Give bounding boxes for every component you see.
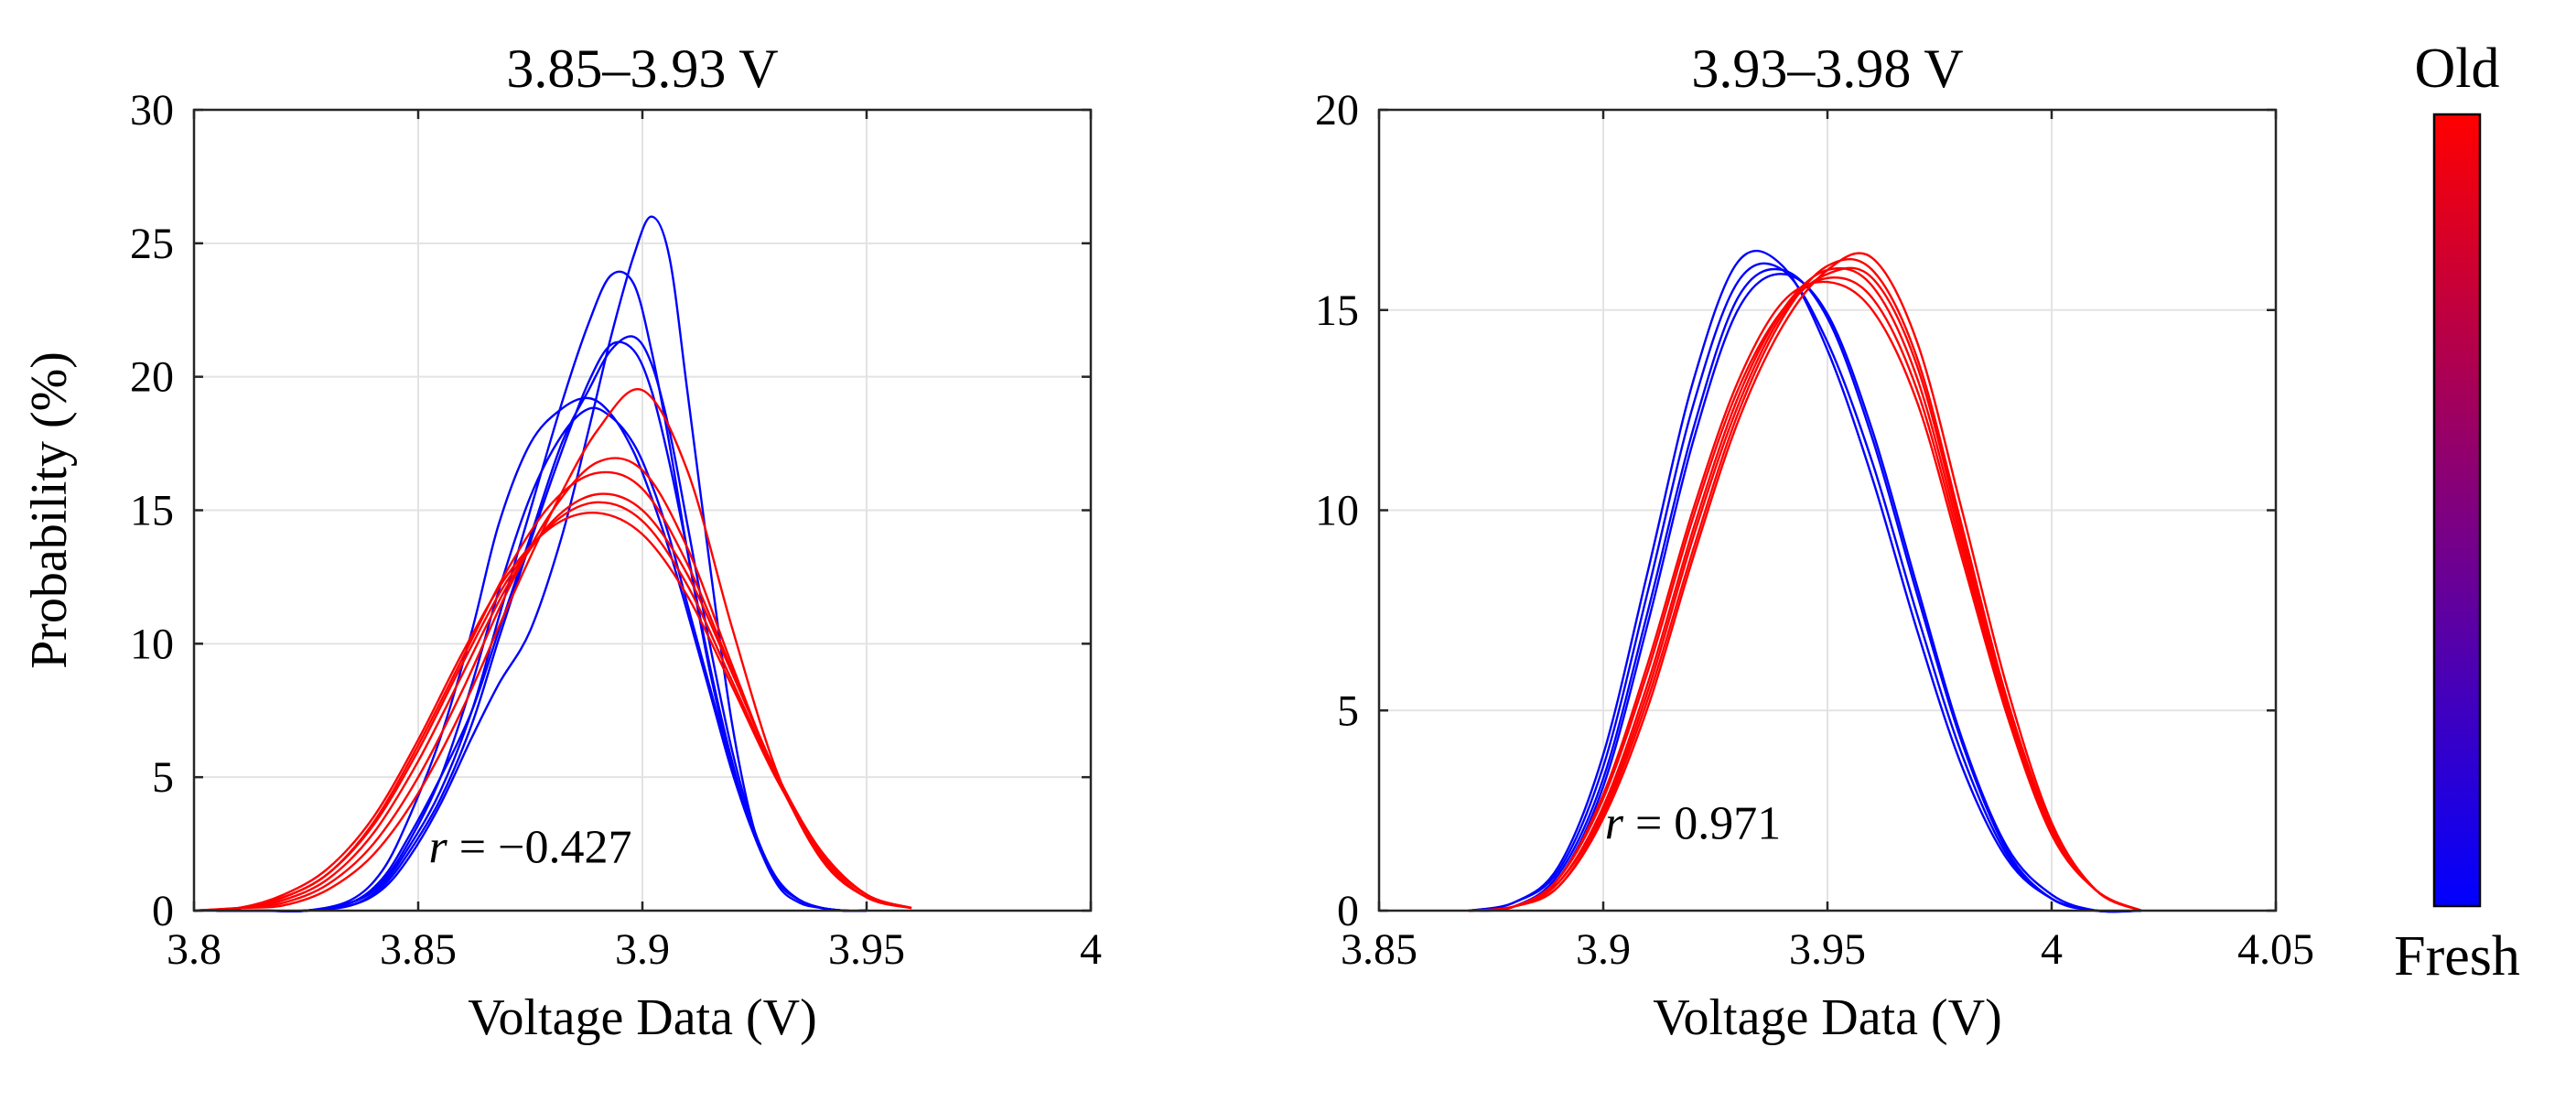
series-line-old-4 <box>1468 276 2142 912</box>
y-axis-label: Probability (%) <box>21 351 78 669</box>
y-tick-label: 10 <box>130 620 174 668</box>
x-tick-label: 4 <box>1080 925 1102 974</box>
colorbar: Old Fresh <box>2394 38 2520 988</box>
y-tick-label: 5 <box>152 753 174 802</box>
x-tick-label: 3.8 <box>167 925 221 974</box>
y-tick-label: 20 <box>130 353 174 402</box>
series-line-old-5 <box>1468 266 2142 912</box>
y-tick-label: 15 <box>130 487 174 535</box>
x-tick-label: 3.95 <box>828 925 905 974</box>
chart-title: 3.93–3.98 V <box>1691 38 1963 99</box>
x-axis-label: Voltage Data (V) <box>468 989 817 1046</box>
x-tick-label: 3.95 <box>1789 925 1866 974</box>
series-line-old-8 <box>1468 280 2142 912</box>
series-line-old-9 <box>1468 266 2142 912</box>
y-tick-label: 5 <box>1337 686 1359 735</box>
x-axis-label: Voltage Data (V) <box>1653 989 2002 1046</box>
y-tick-label: 25 <box>130 220 174 268</box>
series-line-fresh-3 <box>216 270 868 912</box>
series-group <box>1468 249 2142 913</box>
chart-title: 3.85–3.93 V <box>506 38 778 99</box>
x-tick-label: 3.85 <box>380 925 457 974</box>
y-tick-label: 0 <box>152 887 174 935</box>
series-line-fresh-2 <box>1468 267 2142 913</box>
left-chart-panel: 3.8 3.85 3.9 3.95 4 0 5 10 15 20 25 30 3.85–3.93 V Vo… <box>21 38 1102 1046</box>
x-tick-label: 3.85 <box>1341 925 1417 974</box>
correlation-annotation: r = 0.971 <box>1605 797 1782 849</box>
x-tick-label: 4.05 <box>2237 925 2314 974</box>
series-line-old-11 <box>193 470 912 912</box>
series-line-fresh-2 <box>216 396 868 913</box>
correlation-annotation: r = −0.427 <box>429 822 632 874</box>
colorbar-gradient <box>2432 113 2482 908</box>
x-tick-label: 3.9 <box>1576 925 1631 974</box>
series-line-fresh-0 <box>1468 262 2142 913</box>
y-tick-label: 10 <box>1315 487 1359 535</box>
series-line-fresh-3 <box>1468 273 2142 913</box>
colorbar-top-label: Old <box>2415 38 2500 100</box>
y-tick-label: 0 <box>1337 887 1359 935</box>
series-line-fresh-5 <box>216 340 868 912</box>
series-line-old-6 <box>1468 258 2142 912</box>
series-group <box>193 215 912 913</box>
series-line-fresh-1 <box>1468 249 2142 913</box>
series-line-fresh-1 <box>216 215 868 912</box>
y-tick-label: 30 <box>130 86 174 135</box>
colorbar-bottom-label: Fresh <box>2394 925 2520 988</box>
y-tick-label: 15 <box>1315 286 1359 335</box>
x-tick-label: 3.9 <box>615 925 670 974</box>
right-chart-panel: 3.85 3.9 3.95 4 4.05 0 5 10 15 20 3.93–3.98 V Volta… <box>1315 38 2314 1046</box>
y-tick-label: 20 <box>1315 86 1359 135</box>
x-tick-label: 4 <box>2041 925 2063 974</box>
